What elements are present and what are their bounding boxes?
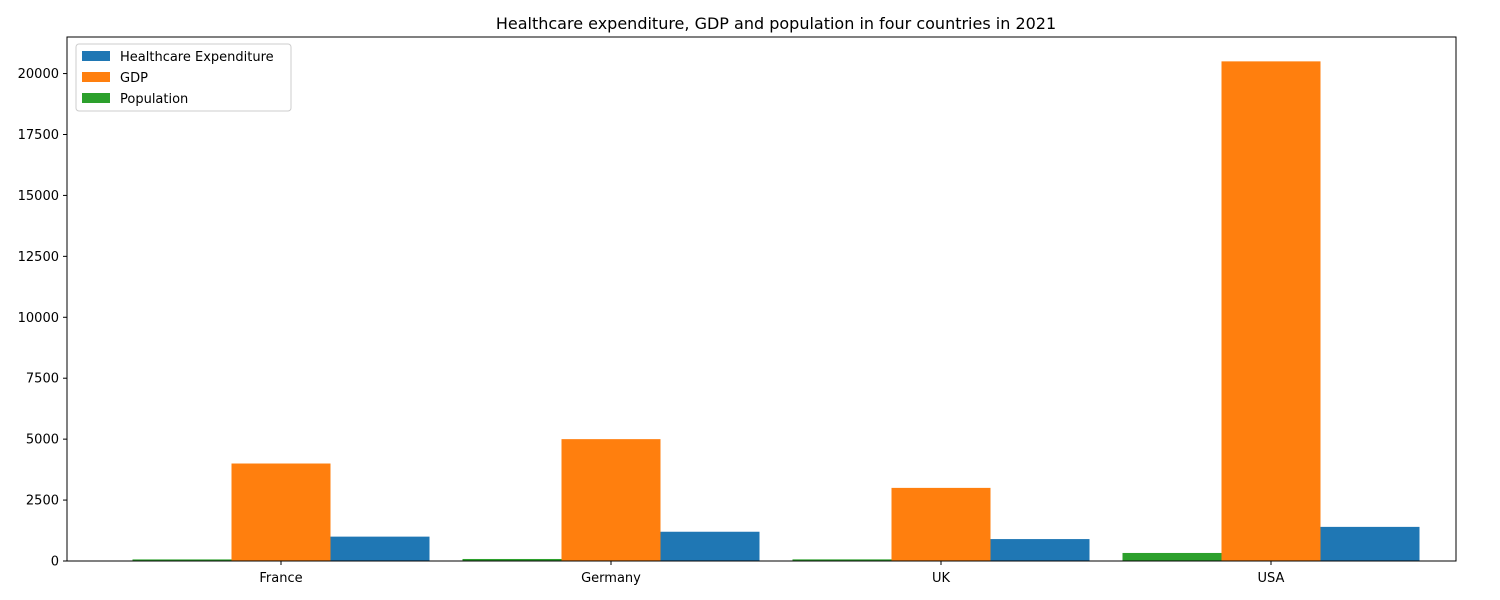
bar-population-uk	[792, 559, 892, 561]
bar-gdp-france	[231, 463, 331, 561]
bar-gdp-usa	[1221, 61, 1321, 562]
legend-box	[75, 43, 292, 112]
legend-label: Healthcare Expenditure	[120, 50, 274, 65]
chart-title: Healthcare expenditure, GDP and populati…	[496, 14, 1056, 33]
y-tick-label: 20000	[18, 67, 59, 82]
bar-population-usa	[1122, 552, 1222, 561]
x-tick-label: Germany	[581, 571, 641, 586]
x-axis: France Germany UK USA	[259, 561, 1285, 586]
x-tick-label: France	[259, 571, 302, 586]
y-tick-label: 5000	[26, 433, 59, 448]
legend-swatch	[82, 51, 110, 61]
bar-population-france	[132, 559, 232, 561]
bar-healthcare-expenditure-france	[330, 536, 430, 561]
y-tick-label: 15000	[18, 189, 59, 204]
y-tick-label: 12500	[18, 250, 59, 265]
legend-swatch	[82, 72, 110, 82]
bars-layer	[132, 61, 1420, 562]
bar-healthcare-expenditure-uk	[990, 539, 1090, 561]
x-tick-label: UK	[932, 571, 951, 586]
bar-gdp-uk	[891, 487, 991, 561]
bar-healthcare-expenditure-usa	[1320, 526, 1420, 561]
y-tick-label: 0	[51, 555, 59, 570]
y-tick-label: 7500	[26, 372, 59, 387]
plot-frame	[66, 36, 1457, 562]
legend-label: GDP	[120, 71, 148, 86]
y-tick-label: 17500	[18, 128, 59, 143]
legend: Healthcare Expenditure GDP Population	[75, 43, 292, 112]
y-axis: 0 2500 5000 7500 10000 12500 15000 17500 20000	[18, 67, 67, 570]
x-tick-label: USA	[1258, 571, 1285, 586]
bar-healthcare-expenditure-germany	[660, 531, 760, 561]
y-tick-label: 10000	[18, 311, 59, 326]
y-tick-label: 2500	[26, 494, 59, 509]
legend-label: Population	[120, 92, 188, 107]
bar-population-germany	[462, 558, 562, 561]
legend-swatch	[82, 93, 110, 103]
bar-gdp-germany	[561, 439, 661, 561]
